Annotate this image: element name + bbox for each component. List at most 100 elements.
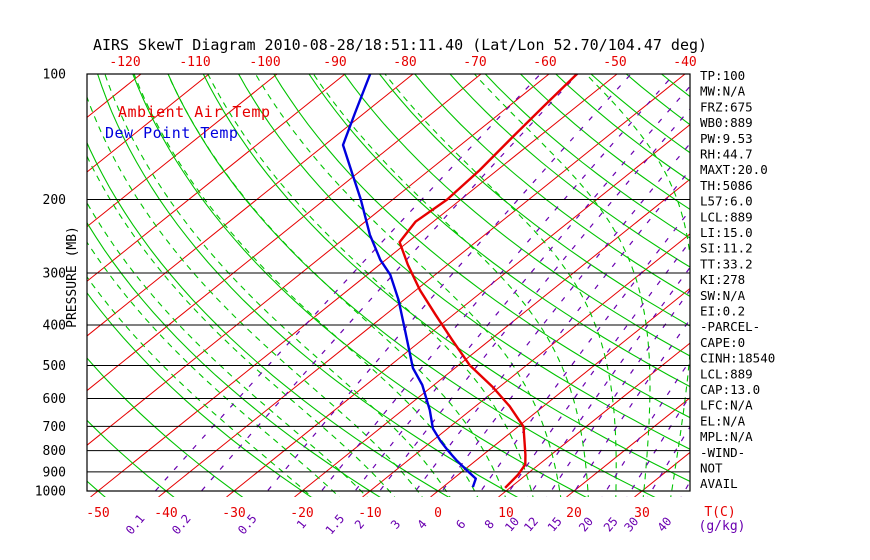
dry-adiabat-line (449, 74, 690, 268)
isobar-gridlines (87, 199, 690, 473)
moist-adiabat-line (312, 74, 589, 497)
dry-adiabat-line (555, 74, 690, 182)
mixing-ratio-line (261, 74, 632, 497)
pressure-tick-label: 600 (43, 392, 66, 407)
bottom-temp-tick-label: 0 (434, 506, 442, 521)
stat-line: AVAIL (700, 476, 738, 491)
moist-adiabat-line (104, 74, 451, 497)
stat-line: NOT (700, 461, 723, 476)
stat-line: MPL:N/A (700, 429, 753, 444)
moist-adiabat-line (473, 74, 651, 497)
bottom-temp-tick-label: 10 (498, 506, 514, 521)
plot-border (86, 73, 691, 492)
bottom-temp-tick-labels: -50 -40 -30 -20 -10 0 10 20 30 (86, 506, 650, 521)
mixing-ratio-tick-label: 12 (521, 514, 541, 534)
pressure-tick-label: 900 (43, 465, 66, 480)
top-temp-tick-label: -70 (463, 55, 486, 70)
top-temp-tick-label: -80 (393, 55, 416, 70)
dry-adiabat-line (87, 141, 450, 497)
mixing-ratio-line (647, 425, 690, 497)
moist-adiabat-line (87, 241, 341, 497)
bottom-temp-tick-label: -20 (290, 506, 313, 521)
stat-line: SI:11.2 (700, 241, 753, 256)
pressure-tick-label: 300 (43, 266, 66, 281)
dry-adiabat-line (238, 74, 690, 450)
dry-adiabat-line (87, 419, 175, 497)
stat-line: EL:N/A (700, 413, 746, 428)
moist-adiabat-line (384, 74, 617, 497)
stat-line: LCL:889 (700, 209, 753, 224)
pressure-tick-label: 800 (43, 444, 66, 459)
bottom-temp-tick-label: -40 (154, 506, 177, 521)
moist-adiabat-line (167, 74, 506, 497)
isotherm-line (87, 74, 278, 228)
moist-adiabat-line (585, 74, 690, 497)
stat-line: TP:100 (700, 68, 745, 83)
pressure-tick-label: 700 (43, 420, 66, 435)
dry-adiabat-line (87, 291, 312, 497)
mixing-ratio-tick-label: 1.5 (323, 512, 348, 538)
stat-line: WB0:889 (700, 115, 753, 130)
stat-line: RH:44.7 (700, 147, 753, 162)
stat-line: LI:15.0 (700, 225, 753, 240)
mixing-ratio-line (374, 108, 690, 497)
stat-line: -WIND- (700, 445, 745, 460)
mixing-ratio-tick-label: 15 (545, 514, 565, 534)
stat-line: MAXT:20.0 (700, 162, 768, 177)
stat-line: LFC:N/A (700, 398, 753, 413)
dry-adiabat-line (87, 357, 244, 497)
temp-unit-label: T(C) (704, 505, 735, 520)
stat-line: LCL:889 (700, 366, 753, 381)
isotherm-line (87, 74, 210, 173)
stat-line: TT:33.2 (700, 256, 753, 271)
stat-line: L57:6.0 (700, 194, 753, 209)
isotherm-line (87, 74, 346, 282)
stat-line: MW:N/A (700, 84, 746, 99)
isotherm-line (226, 123, 690, 497)
top-temp-tick-label: -120 (109, 55, 140, 70)
pressure-tick-label: 1000 (35, 485, 66, 500)
stat-line: CAPE:0 (700, 335, 745, 350)
dry-adiabat-line (484, 74, 690, 239)
stat-line: KI:278 (700, 272, 745, 287)
isotherm-line (430, 287, 690, 497)
mixing-ratio-line (504, 240, 690, 497)
stats-panel: TP:100MW:N/AFRZ:675WB0:889PW:9.53RH:44.7… (700, 68, 775, 491)
dry-adiabat-line (590, 74, 690, 154)
mixing-ratio-line (527, 266, 690, 497)
mixing-ratio-line (437, 169, 690, 497)
isotherm-line (498, 342, 690, 497)
mixing-ratio-line (410, 142, 690, 497)
pressure-tick-labels: 100 200 300 400 500 600 700 800 900 1000 (35, 68, 66, 500)
dry-adiabat-line (379, 74, 690, 327)
top-temp-tick-label: -50 (603, 55, 626, 70)
pressure-axis-label: PRESSURE (MB) (65, 226, 80, 328)
top-temp-tick-label: -60 (533, 55, 556, 70)
bottom-temp-tick-label: -30 (222, 506, 245, 521)
dry-adiabat-line (132, 74, 587, 497)
mixing-ratio-tick-label: 25 (601, 514, 621, 534)
top-temp-tick-label: -40 (673, 55, 696, 70)
dry-adiabat-line (87, 480, 106, 497)
stat-line: CINH:18540 (700, 351, 775, 366)
mixing-ratio-tick-label: 4 (414, 517, 429, 532)
top-temp-tick-labels: -120 -110 -100 -90 -80 -70 -60 -50 -40 (109, 55, 696, 70)
dry-adiabat-line (87, 221, 381, 497)
isotherm-line (87, 74, 482, 392)
mixing-ratio-line (195, 74, 579, 497)
mixing-ratio-tick-label: 0.1 (123, 512, 148, 538)
mixing-ratio-line (601, 359, 690, 497)
isotherm-line (87, 74, 414, 337)
moist-adiabat-lines (87, 74, 690, 497)
dry-adiabat-line (202, 74, 690, 482)
moist-adiabat-line (87, 155, 396, 497)
dry-adiabat-line (661, 74, 690, 98)
pressure-tick-label: 200 (43, 193, 66, 208)
dry-adiabat-line (97, 74, 519, 497)
isotherm-line (362, 233, 690, 497)
legend-dew-point-temp: Dew Point Temp (105, 124, 238, 142)
dry-adiabat-line (520, 74, 690, 211)
